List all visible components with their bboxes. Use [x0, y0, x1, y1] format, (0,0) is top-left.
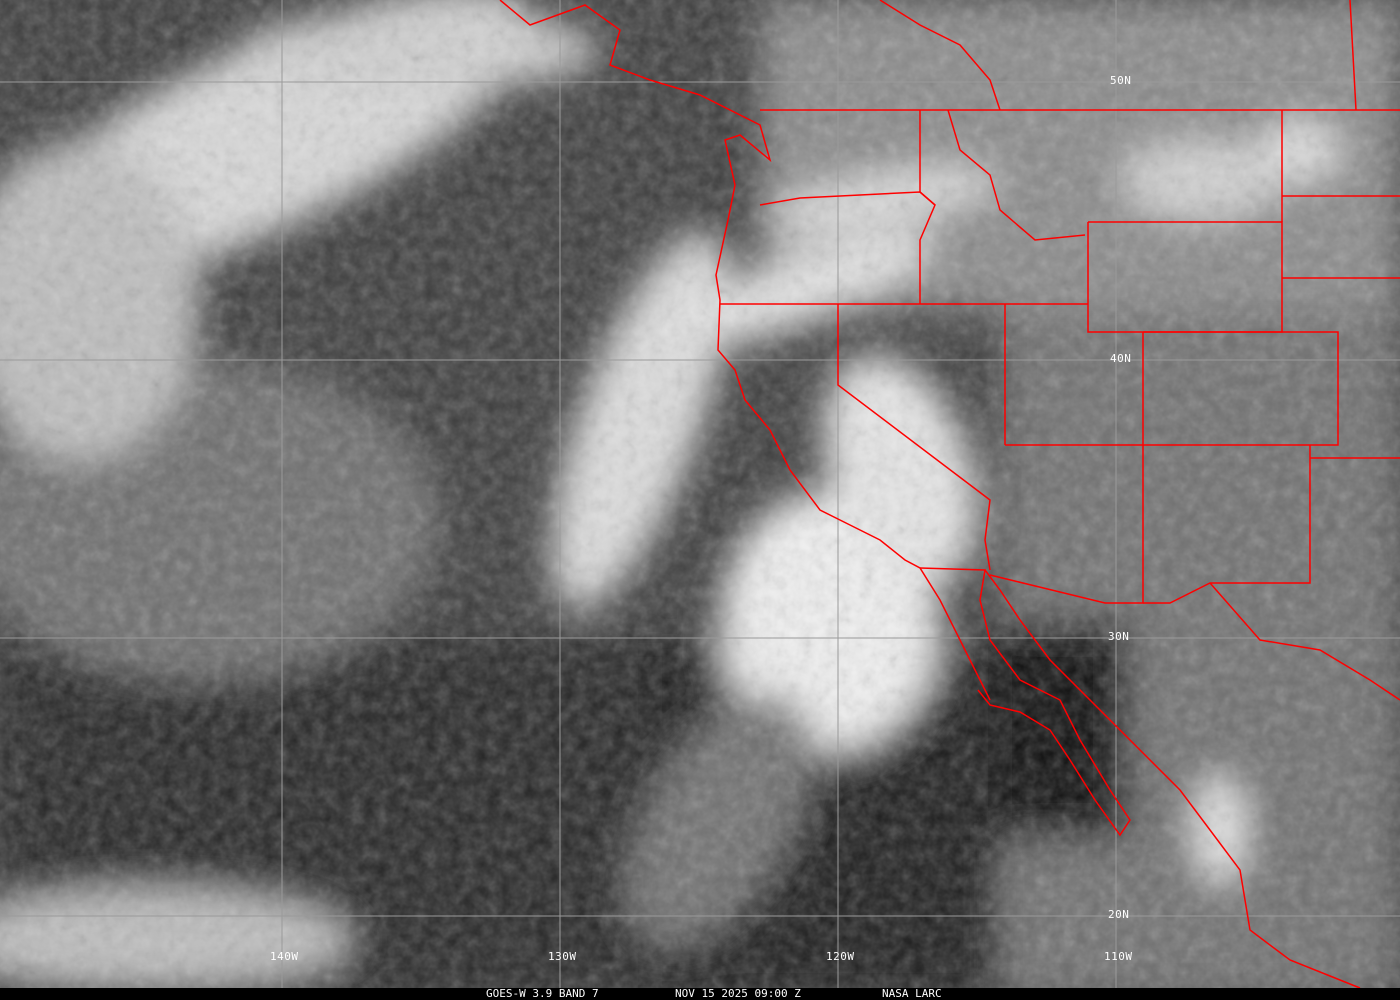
baja-peninsula	[919, 567, 1131, 837]
political-borders	[499, 0, 1400, 989]
caption-bar: GOES-W 3.9 BAND 7 NOV 15 2025 09:00 Z NA…	[0, 988, 1400, 1000]
lat-label-40n: 40N	[1110, 352, 1132, 365]
idaho-montana-border	[947, 109, 1086, 241]
lat-label-20n: 20N	[1108, 908, 1130, 921]
canada-coast	[879, 0, 1001, 111]
lon-label-140w: 140W	[270, 950, 299, 963]
lon-label-110w: 110W	[1104, 950, 1133, 963]
lat-label-50n: 50N	[1110, 74, 1132, 87]
mexico-us-border-east	[1209, 582, 1400, 701]
credit-label: NASA LARC	[882, 987, 942, 1000]
mexico-mainland-coast	[984, 569, 1361, 989]
lon-label-120w: 120W	[826, 950, 855, 963]
arizona-new-mexico	[989, 445, 1144, 604]
lon-label-130w: 130W	[548, 950, 577, 963]
idaho-west-border	[919, 110, 936, 304]
california-nevada-border	[837, 304, 991, 571]
colorado-border	[1143, 331, 1339, 446]
west-coast-coastline	[499, 0, 991, 701]
timestamp: NOV 15 2025 09:00 Z	[675, 987, 801, 1000]
lat-label-30n: 30N	[1108, 630, 1130, 643]
band-label: GOES-W 3.9 BAND 7	[486, 987, 599, 1000]
